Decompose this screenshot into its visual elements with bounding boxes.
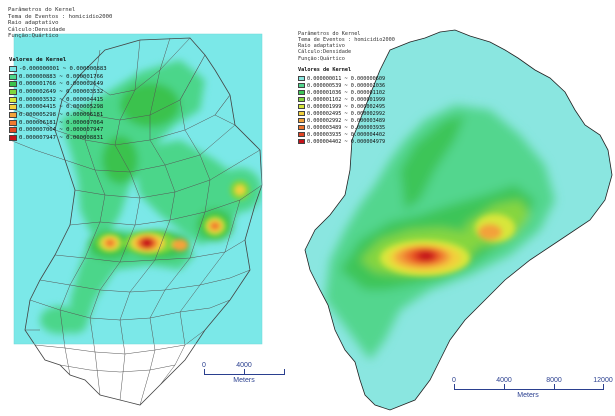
right-kernel-map [304,29,613,411]
density-hotspots [40,60,262,335]
legend-label: 0.000002992 ~ 0.000003489 [307,117,386,124]
legend-label: 0.000000011 ~ 0.000000609 [307,75,386,82]
legend-entry: 0.000000539 ~ 0.000001036 [298,82,385,89]
left-kernel-parameters: Parâmetros do Kernel Tema de Eventos : h… [8,7,112,40]
legend-label: 0.000001999 ~ 0.000002495 [307,103,386,110]
param-event-theme: Tema de Eventos : homicidio2000 [298,37,395,44]
legend-entry: 0.000007947 ~ 0.000008831 [9,134,107,142]
param-title: Parâmetros do Kernel [8,7,76,13]
legend-swatch [298,125,305,130]
right-kernel-parameters: Parâmetros do Kernel Tema de Eventos : h… [298,31,395,62]
legend-label: 0.000004402 ~ 0.000004979 [307,138,386,145]
param-calculation: Cálculo:Densidade [8,26,66,33]
right-legend: Valores de Kernel 0.000000011 ~ 0.000000… [298,67,385,145]
neighbourhood-boundaries [9,37,263,406]
legend-label: -0.000000001 ~ 0.000000883 [19,65,107,72]
scale-label-4000: 4000 [236,362,252,369]
right-scale-bar: 0 4000 8000 12000 Meters [448,377,613,412]
legend-entry: 0.000005298 ~ 0.000006181 [9,111,107,119]
legend-swatch [298,76,305,81]
param-title: Parâmetros do Kernel [298,31,361,37]
param-radius: Raio adaptativo [8,20,59,27]
legend-entry: 0.000004402 ~ 0.000004979 [298,138,385,145]
scale-label-12000: 12000 [593,377,613,384]
legend-label: 0.000003532 ~ 0.000004415 [19,96,104,103]
legend-swatch [9,73,17,80]
legend-entry: 0.000003532 ~ 0.000004415 [9,96,107,104]
legend-swatch [298,111,305,116]
legend-entry: 0.000004415 ~ 0.000005298 [9,103,107,111]
legend-entry: 0.000001999 ~ 0.000002495 [298,103,385,110]
legend-swatch [298,90,305,95]
param-function: Função:Quártico [8,33,59,40]
left-kernel-map [9,33,263,406]
legend-entry: -0.000000001 ~ 0.000000883 [9,65,107,73]
left-scale-bar: 0 4000 Meters [198,362,298,396]
legend-label: 0.000003489 ~ 0.000003935 [307,124,386,131]
legend-title: Valores de Kernel [9,57,67,63]
legend-entry: 0.000007064 ~ 0.000007947 [9,127,107,135]
legend-label: 0.000000883 ~ 0.000001766 [19,73,104,80]
legend-swatch [298,118,305,123]
legend-entry: 0.000002649 ~ 0.000003532 [9,88,107,96]
legend-swatch [9,96,17,103]
scale-label-8000: 8000 [546,377,562,384]
legend-entry: 0.000000883 ~ 0.000001766 [9,73,107,81]
right-density-surface [305,30,612,410]
legend-swatch [9,119,17,126]
legend-entry: 0.000003489 ~ 0.000003935 [298,124,385,131]
legend-entry: 0.000002992 ~ 0.000003489 [298,117,385,124]
left-legend: Valores de Kernel -0.000000001 ~ 0.00000… [9,57,107,142]
legend-entry: 0.000001766 ~ 0.000002649 [9,80,107,88]
legend-label: 0.000000539 ~ 0.000001036 [307,82,386,89]
legend-swatch [9,104,17,111]
legend-swatch [298,97,305,102]
legend-label: 0.000002495 ~ 0.000002992 [307,110,386,117]
left-map-panel: Parâmetros do Kernel Tema de Eventos : h… [0,0,300,416]
legend-label: 0.000002649 ~ 0.000003532 [19,88,104,95]
legend-swatch [298,139,305,144]
legend-swatch [298,104,305,109]
legend-swatch [9,81,17,88]
legend-label: 0.000001036 ~ 0.000001102 [307,89,386,96]
legend-swatch [298,83,305,88]
legend-swatch [9,127,17,134]
legend-label: 0.000001102 ~ 0.000001999 [307,96,386,103]
legend-entry: 0.000002495 ~ 0.000002992 [298,110,385,117]
legend-swatch [298,132,305,137]
param-calculation: Cálculo:Densidade [298,49,352,56]
legend-label: 0.000003935 ~ 0.000004402 [307,131,386,138]
legend-swatch [9,111,17,118]
right-map-panel: Parâmetros do Kernel Tema de Eventos : h… [290,0,615,416]
legend-label: 0.000007064 ~ 0.000007947 [19,127,104,134]
legend-label: 0.000005298 ~ 0.000006181 [19,111,104,118]
legend-entry: 0.000003935 ~ 0.000004402 [298,131,385,138]
legend-label: 0.000007947 ~ 0.000008831 [19,135,104,142]
scale-label-4000: 4000 [496,377,512,384]
param-function: Função:Quártico [298,55,345,62]
legend-label: 0.000004415 ~ 0.000005298 [19,104,104,111]
legend-swatch [9,88,17,95]
scale-label-0: 0 [452,377,456,384]
legend-entry: 0.000006181 ~ 0.000007064 [9,119,107,127]
legend-swatch [9,65,17,72]
scale-label-0: 0 [202,362,206,369]
param-event-theme: Tema de Eventos : homicidio2000 [8,13,113,20]
legend-entry: 0.000000011 ~ 0.000000609 [298,75,385,82]
scale-unit: Meters [517,392,539,399]
legend-label: 0.000006181 ~ 0.000007064 [19,119,104,126]
legend-swatch [9,135,17,142]
legend-entry: 0.000001102 ~ 0.000001999 [298,96,385,103]
legend-entry: 0.000001036 ~ 0.000001102 [298,89,385,96]
legend-label: 0.000001766 ~ 0.000002649 [19,81,104,88]
param-radius: Raio adaptativo [298,43,345,50]
legend-title: Valores de Kernel [298,67,352,73]
municipal-outline [304,29,613,411]
scale-unit: Meters [233,377,255,384]
